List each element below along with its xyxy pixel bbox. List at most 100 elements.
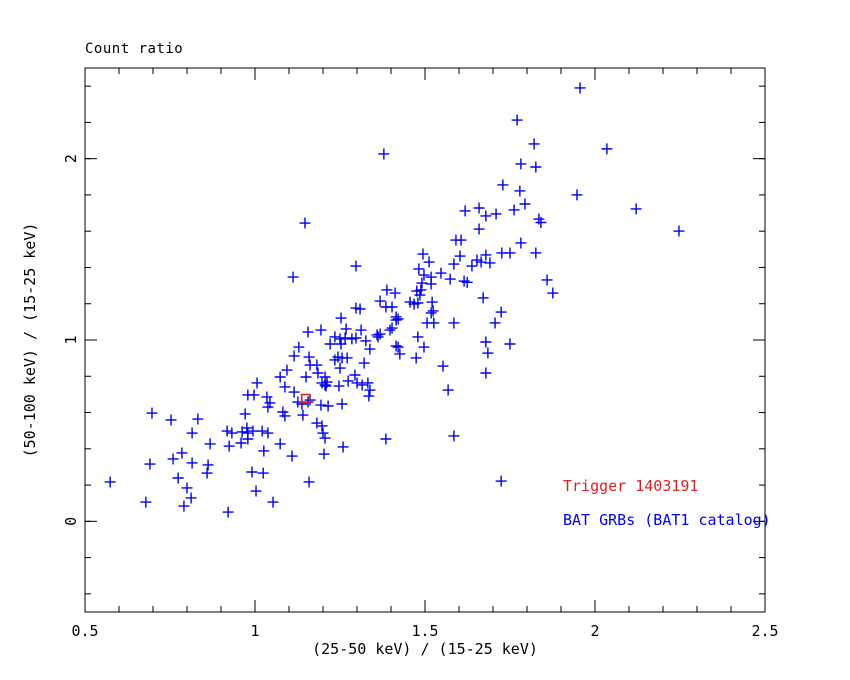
catalog-point-marker xyxy=(394,348,406,360)
catalog-point-marker xyxy=(371,329,383,341)
catalog-point-marker xyxy=(412,331,424,343)
catalog-point-marker xyxy=(515,237,527,249)
catalog-point-marker xyxy=(380,433,392,445)
catalog-point-marker xyxy=(511,114,523,126)
catalog-point-marker xyxy=(324,338,336,350)
y-tick-label: 2 xyxy=(62,154,80,163)
plot-frame xyxy=(84,67,766,613)
catalog-point-marker xyxy=(519,198,531,210)
catalog-point-marker xyxy=(274,438,286,450)
catalog-point-marker xyxy=(264,397,276,409)
catalog-point-marker xyxy=(480,367,492,379)
catalog-point-marker xyxy=(482,347,494,359)
catalog-point-marker xyxy=(288,350,300,362)
catalog-point-marker xyxy=(256,425,268,437)
y-axis-label: (50-100 keV) / (15-25 keV) xyxy=(21,222,39,458)
catalog-point-marker xyxy=(541,274,553,286)
catalog-point-marker xyxy=(601,143,613,155)
x-tick-label: 1.5 xyxy=(411,622,438,640)
catalog-point-marker xyxy=(274,371,286,383)
catalog-point-marker xyxy=(178,500,190,512)
legend-trigger-label: Trigger 1403191 xyxy=(563,477,699,495)
catalog-point-marker xyxy=(480,336,492,348)
catalog-point-marker xyxy=(428,317,440,329)
catalog-point-marker xyxy=(530,247,542,259)
catalog-point-marker xyxy=(490,208,502,220)
catalog-point-marker xyxy=(329,354,341,366)
catalog-point-marker xyxy=(251,377,263,389)
catalog-point-marker xyxy=(386,301,398,313)
catalog-point-marker xyxy=(355,324,367,336)
catalog-point-marker xyxy=(515,158,527,170)
catalog-point-marker xyxy=(350,332,362,344)
catalog-point-marker xyxy=(140,496,152,508)
catalog-point-marker xyxy=(319,379,331,391)
catalog-point-marker xyxy=(320,380,332,392)
catalog-point-marker xyxy=(293,341,305,353)
catalog-point-marker xyxy=(287,271,299,283)
catalog-point-marker xyxy=(262,427,274,439)
catalog-point-marker xyxy=(418,269,430,281)
catalog-point-marker xyxy=(303,351,315,363)
catalog-point-marker xyxy=(437,360,449,372)
catalog-point-marker xyxy=(392,313,404,325)
catalog-point-marker xyxy=(341,352,353,364)
catalog-point-marker xyxy=(435,267,447,279)
catalog-point-marker xyxy=(495,475,507,487)
catalog-point-marker xyxy=(334,333,346,345)
catalog-point-marker xyxy=(300,371,312,383)
catalog-point-marker xyxy=(322,400,334,412)
catalog-point-marker xyxy=(392,341,404,353)
catalog-point-marker xyxy=(329,331,341,343)
catalog-point-marker xyxy=(297,409,309,421)
x-axis-label: (25-50 keV) / (15-25 keV) xyxy=(312,640,538,658)
catalog-point-marker xyxy=(461,276,473,288)
catalog-point-marker xyxy=(311,417,323,429)
catalog-point-marker xyxy=(235,437,247,449)
catalog-point-marker xyxy=(390,314,402,326)
catalog-point-marker xyxy=(302,326,314,338)
plot-title: Count ratio xyxy=(85,41,184,57)
catalog-point-marker xyxy=(146,407,158,419)
catalog-point-marker xyxy=(386,322,398,334)
catalog-point-marker xyxy=(466,260,478,272)
catalog-point-marker xyxy=(257,467,269,479)
catalog-point-marker xyxy=(448,317,460,329)
catalog-point-marker xyxy=(354,303,366,315)
catalog-point-marker xyxy=(673,225,685,237)
catalog-point-marker xyxy=(448,258,460,270)
catalog-point-marker xyxy=(226,427,238,439)
catalog-point-marker xyxy=(186,457,198,469)
catalog-point-marker xyxy=(442,384,454,396)
catalog-point-marker xyxy=(349,369,361,381)
catalog-point-marker xyxy=(351,377,363,389)
catalog-point-marker xyxy=(248,389,260,401)
catalog-point-marker xyxy=(535,216,547,228)
catalog-point-marker xyxy=(448,430,460,442)
catalog-point-marker xyxy=(473,202,485,214)
y-tick-label: 1 xyxy=(62,335,80,344)
catalog-point-marker xyxy=(279,410,291,422)
catalog-point-marker xyxy=(267,496,279,508)
catalog-point-marker xyxy=(144,458,156,470)
catalog-point-marker xyxy=(247,425,259,437)
catalog-point-marker xyxy=(454,250,466,262)
catalog-point-marker xyxy=(414,289,426,301)
catalog-point-marker xyxy=(192,413,204,425)
catalog-point-marker xyxy=(475,256,487,268)
catalog-point-marker xyxy=(504,338,516,350)
catalog-point-marker xyxy=(333,380,345,392)
catalog-point-marker xyxy=(340,323,352,335)
catalog-point-marker xyxy=(455,234,467,246)
catalog-point-marker xyxy=(239,408,251,420)
catalog-point-marker xyxy=(390,340,402,352)
catalog-point-marker xyxy=(335,338,347,350)
catalog-point-marker xyxy=(459,205,471,217)
catalog-point-marker xyxy=(258,445,270,457)
catalog-point-marker xyxy=(444,273,456,285)
catalog-point-marker xyxy=(508,204,520,216)
catalog-point-marker xyxy=(350,260,362,272)
catalog-point-marker xyxy=(317,427,329,439)
